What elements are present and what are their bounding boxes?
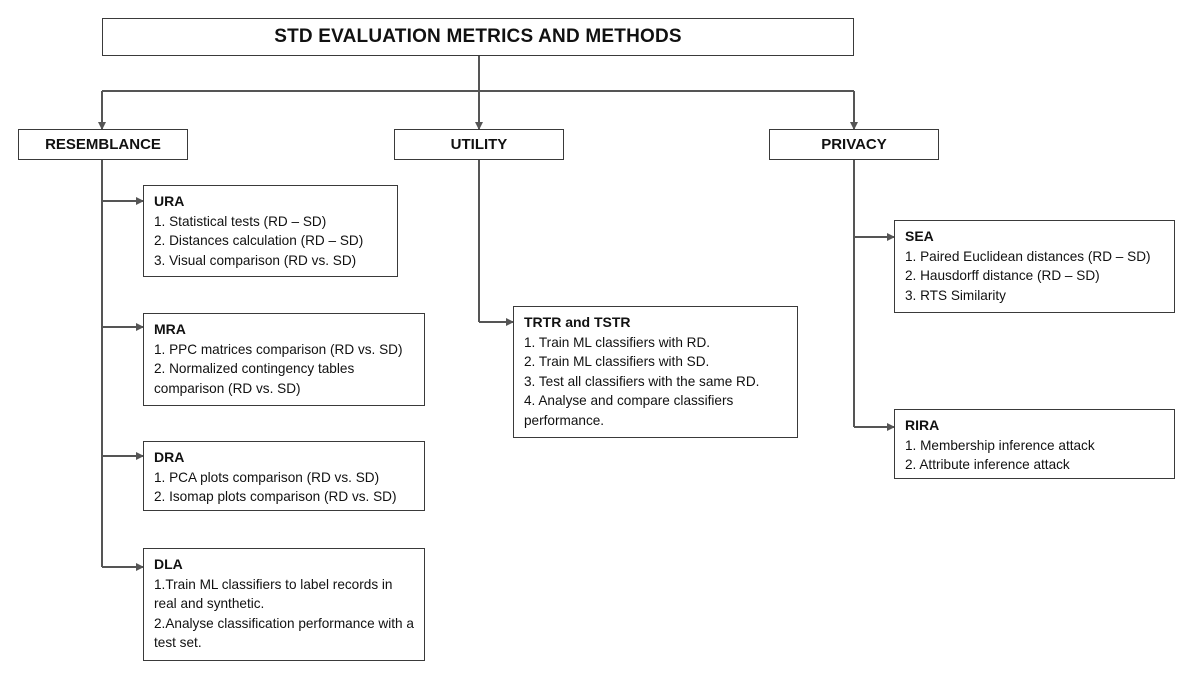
card-rira: RIRA 1. Membership inference attack 2. A… xyxy=(894,409,1175,479)
card-ura-title: URA xyxy=(154,193,185,209)
card-ura: URA 1. Statistical tests (RD – SD) 2. Di… xyxy=(143,185,398,277)
card-rira-item: 2. Attribute inference attack xyxy=(905,457,1070,472)
card-trtr-item: 4. Analyse and compare classifiers perfo… xyxy=(524,393,734,428)
card-dra: DRA 1. PCA plots comparison (RD vs. SD) … xyxy=(143,441,425,511)
card-ura-item: 2. Distances calculation (RD – SD) xyxy=(154,233,364,248)
card-mra-title: MRA xyxy=(154,321,186,337)
card-trtr-item: 1. Train ML classifiers with RD. xyxy=(524,334,711,350)
card-dla-item: 2.Analyse classification performance wit… xyxy=(154,615,414,651)
category-utility: UTILITY xyxy=(394,129,564,160)
card-ura-item: 3. Visual comparison (RD vs. SD) xyxy=(154,252,357,268)
card-dla-item: 1.Train ML classifiers to label records … xyxy=(154,576,393,612)
card-sea-item: 1. Paired Euclidean distances (RD – SD) xyxy=(905,248,1151,264)
card-mra: MRA 1. PPC matrices comparison (RD vs. S… xyxy=(143,313,425,406)
card-trtr-tstr: TRTR and TSTR 1. Train ML classifiers wi… xyxy=(513,306,798,438)
card-sea-item: 3. RTS Similarity xyxy=(905,287,1006,303)
card-dra-item: 2. Isomap plots comparison (RD vs. SD) xyxy=(154,489,397,504)
diagram-title: STD EVALUATION METRICS AND METHODS xyxy=(102,18,854,56)
card-rira-title: RIRA xyxy=(905,417,940,433)
card-dla: DLA 1.Train ML classifiers to label reco… xyxy=(143,548,425,661)
card-trtr-title: TRTR and TSTR xyxy=(524,314,631,330)
card-sea-title: SEA xyxy=(905,228,934,244)
card-mra-item: 1. PPC matrices comparison (RD vs. SD) xyxy=(154,341,403,357)
card-dra-title: DRA xyxy=(154,449,185,465)
card-ura-item: 1. Statistical tests (RD – SD) xyxy=(154,213,327,229)
category-resemblance: RESEMBLANCE xyxy=(18,129,188,160)
card-dra-item: 1. PCA plots comparison (RD vs. SD) xyxy=(154,469,380,485)
card-trtr-item: 2. Train ML classifiers with SD. xyxy=(524,354,710,369)
card-sea-item: 2. Hausdorff distance (RD – SD) xyxy=(905,268,1100,283)
card-rira-item: 1. Membership inference attack xyxy=(905,437,1095,453)
category-privacy: PRIVACY xyxy=(769,129,939,160)
card-trtr-item: 3. Test all classifiers with the same RD… xyxy=(524,373,760,389)
card-dla-title: DLA xyxy=(154,556,183,572)
card-sea: SEA 1. Paired Euclidean distances (RD – … xyxy=(894,220,1175,313)
card-mra-item: 2. Normalized contingency tables compari… xyxy=(154,361,355,396)
